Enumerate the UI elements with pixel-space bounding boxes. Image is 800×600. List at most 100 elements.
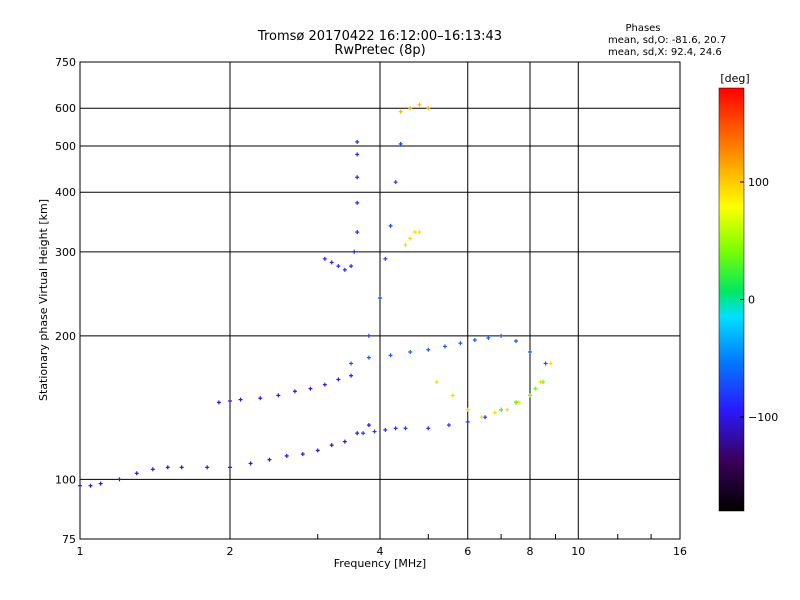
data-point xyxy=(393,426,398,431)
data-point xyxy=(336,377,341,382)
y-tick-label: 500 xyxy=(55,140,76,153)
stats-heading: Phases xyxy=(625,23,660,34)
data-point xyxy=(465,419,470,424)
x-tick-label: 2 xyxy=(227,545,234,558)
chart-title: Tromsø 20170422 16:12:00–16:13:43 xyxy=(257,29,502,44)
colorbar-tick-label: 0 xyxy=(748,294,755,307)
data-point xyxy=(450,393,455,398)
data-point xyxy=(492,410,497,415)
data-point xyxy=(528,349,532,354)
y-tick-label: 400 xyxy=(55,186,76,199)
data-point xyxy=(472,337,477,342)
data-point xyxy=(442,344,447,349)
data-point xyxy=(78,483,82,488)
colorbar-label: [deg] xyxy=(720,72,749,85)
data-point xyxy=(366,333,371,338)
data-point xyxy=(98,481,103,486)
x-axis-ticks: 1 2 4 6 8 10 16 xyxy=(77,534,687,558)
data-point xyxy=(205,465,210,470)
data-point xyxy=(388,353,393,358)
colorbar-tick-label: −100 xyxy=(748,411,778,424)
data-point xyxy=(514,400,519,405)
data-point xyxy=(505,407,510,412)
stats-o-line: mean, sd,O: -81.6, 20.7 xyxy=(608,35,726,46)
plot-area: 1 2 4 6 8 10 16 75 100 200 300 400 500 600 750 xyxy=(55,56,687,558)
colorbar: −100 0 100 [deg] xyxy=(718,72,778,512)
data-point xyxy=(342,267,347,272)
data-point xyxy=(349,373,354,378)
data-point xyxy=(342,439,347,444)
x-tick-label: 16 xyxy=(673,545,687,558)
data-point xyxy=(412,230,417,235)
x-tick-label: 8 xyxy=(527,545,534,558)
data-point xyxy=(329,443,334,448)
data-point xyxy=(349,361,354,366)
data-point xyxy=(366,423,371,428)
data-point xyxy=(322,256,327,261)
data-point xyxy=(361,431,366,436)
data-point xyxy=(543,361,548,366)
y-tick-label: 100 xyxy=(55,473,76,486)
data-point xyxy=(355,175,360,180)
data-point xyxy=(258,396,263,401)
data-point xyxy=(378,296,382,301)
data-point xyxy=(308,386,313,391)
data-point xyxy=(238,397,243,402)
data-point xyxy=(458,341,463,346)
data-point xyxy=(366,355,371,360)
data-point xyxy=(403,243,408,248)
data-point xyxy=(426,426,431,431)
colorbar-tick-label: 100 xyxy=(748,176,769,189)
y-tick-label: 600 xyxy=(55,102,76,115)
data-points xyxy=(78,102,553,488)
data-point xyxy=(417,230,422,235)
data-point xyxy=(355,200,360,205)
data-point xyxy=(393,180,398,185)
data-point xyxy=(483,415,488,420)
data-point xyxy=(499,333,504,338)
data-point xyxy=(292,389,297,394)
x-tick-label: 6 xyxy=(464,545,471,558)
y-tick-label: 200 xyxy=(55,330,76,343)
y-tick-label: 75 xyxy=(62,533,76,546)
data-point xyxy=(276,393,281,398)
data-point xyxy=(248,461,253,466)
data-point xyxy=(284,453,289,458)
data-point xyxy=(88,483,93,488)
data-point xyxy=(398,109,403,114)
data-point xyxy=(479,415,484,420)
data-point xyxy=(216,400,221,405)
data-point xyxy=(408,349,413,354)
y-axis-ticks: 75 100 200 300 400 500 600 750 xyxy=(55,56,76,546)
data-point xyxy=(352,249,357,254)
data-point xyxy=(329,260,334,265)
data-point xyxy=(336,264,341,269)
data-point xyxy=(383,256,388,261)
data-point xyxy=(528,393,532,398)
data-point xyxy=(355,431,360,436)
data-point xyxy=(355,230,360,235)
data-point xyxy=(408,106,413,111)
data-point xyxy=(514,339,519,344)
y-axis-label: Stationary phase Virtual Height [km] xyxy=(37,199,50,401)
data-point xyxy=(372,429,377,434)
data-point xyxy=(434,380,439,385)
data-point xyxy=(465,407,470,412)
data-point xyxy=(134,471,139,476)
data-point xyxy=(499,407,504,412)
x-tick-label: 1 xyxy=(77,545,84,558)
grid-lines xyxy=(80,62,680,539)
colorbar-gradient xyxy=(718,87,745,512)
data-point xyxy=(228,399,232,404)
chart-subtitle: RwPretec (8p) xyxy=(334,43,425,58)
data-point xyxy=(355,139,360,144)
data-point xyxy=(355,152,360,157)
data-point xyxy=(383,427,388,432)
data-point xyxy=(315,448,320,453)
data-point xyxy=(388,223,393,228)
data-point xyxy=(117,477,122,482)
data-point xyxy=(165,465,170,470)
data-point xyxy=(300,452,305,457)
data-point xyxy=(417,102,422,107)
